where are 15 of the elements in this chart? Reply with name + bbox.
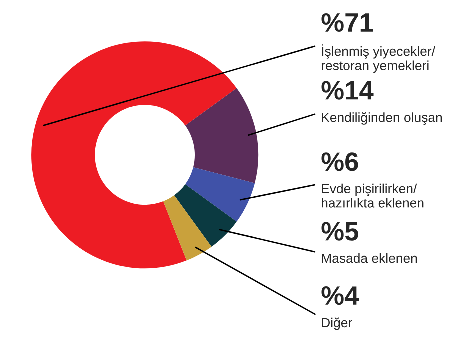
slice-label: Diğer	[322, 318, 352, 330]
donut-slice	[163, 196, 212, 261]
data-label: %5	[322, 222, 358, 241]
slice-label: Kendiliğinden oluşan	[322, 112, 442, 125]
donut-slice	[185, 168, 256, 222]
data-label: %6	[322, 152, 358, 172]
slice-label: Masada eklenen	[322, 253, 418, 264]
donut-slice	[174, 184, 237, 247]
data-label: %4	[322, 286, 360, 306]
donut-slice	[32, 42, 237, 269]
data-label: %71	[322, 13, 374, 32]
donut-slice	[185, 88, 259, 184]
data-label: %14	[322, 81, 374, 100]
slice-label: İşlenmiş yiyecekler/ restoran yemekleri	[322, 44, 436, 74]
slice-label: Evde pişirilirken/ hazırlıkta eklenen	[322, 184, 424, 208]
